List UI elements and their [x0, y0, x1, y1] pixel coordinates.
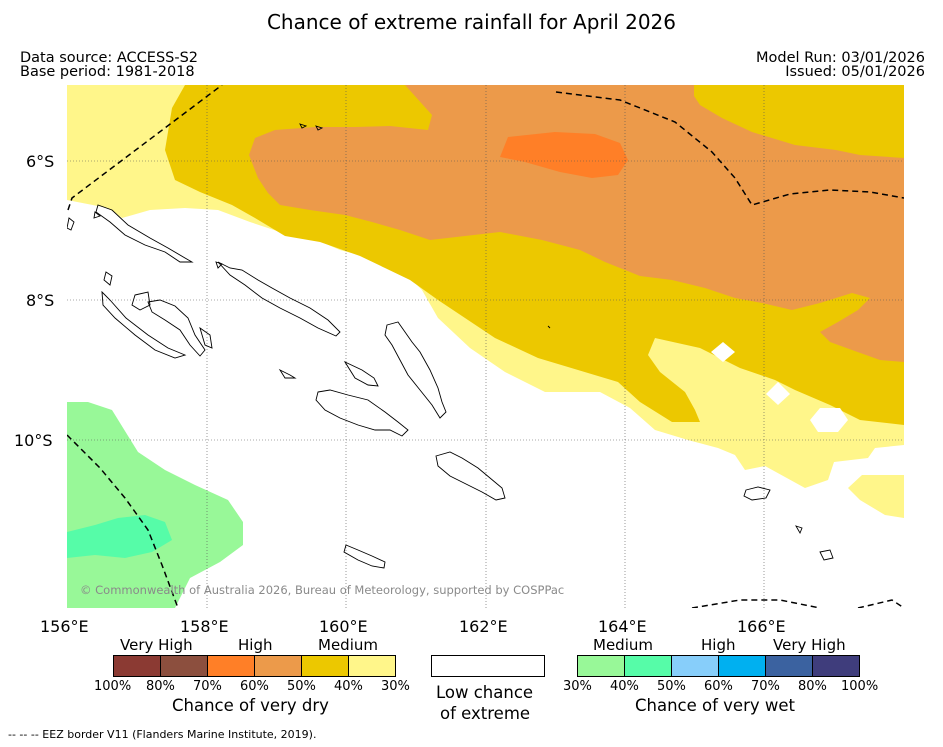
wet-caption: Chance of very wet — [635, 696, 795, 715]
low-chance-line2: of extreme — [440, 704, 531, 723]
dry-swatch-50-60 — [254, 655, 302, 677]
wet-swatch-70-80 — [765, 655, 813, 677]
eez-border — [67, 85, 904, 608]
wet-category-medium: Medium — [593, 636, 653, 654]
data-source: Data source: ACCESS-S2 — [20, 50, 199, 66]
dry-pct-70: 70% — [193, 679, 222, 694]
dry-category-medium: Medium — [318, 636, 378, 654]
dry-pct-100: 100% — [94, 679, 132, 694]
wet-swatch-40-50 — [624, 655, 672, 677]
wet-swatch-60-70 — [718, 655, 766, 677]
wet-pct-70: 70% — [751, 679, 780, 694]
dry-medium-light-patch — [848, 475, 904, 518]
wet-pct-40: 40% — [610, 679, 639, 694]
dry-swatch-40-50 — [301, 655, 349, 677]
wet-category-high: High — [701, 636, 736, 654]
dry-pct-60: 60% — [240, 679, 269, 694]
lon-label-164e: 164°E — [598, 617, 647, 636]
issued-date: Issued: 05/01/2026 — [785, 64, 925, 80]
low-chance-hole — [711, 342, 735, 362]
wet-category-very-high: Very High — [773, 636, 846, 654]
lon-label-158e: 158°E — [180, 617, 229, 636]
lat-label-6s: 6°S — [26, 152, 55, 171]
wet-swatch-80-100 — [812, 655, 860, 677]
wet-colorbar — [577, 655, 860, 677]
lon-label-162e: 162°E — [459, 617, 508, 636]
dry-pct-40: 40% — [334, 679, 363, 694]
dry-swatch-30-40 — [348, 655, 396, 677]
dry-pct-30: 30% — [381, 679, 410, 694]
lat-label-10s: 10°S — [14, 431, 53, 450]
low-chance-swatch — [431, 655, 545, 677]
dry-caption: Chance of very dry — [172, 696, 329, 715]
dry-category-very-high: Very High — [120, 636, 193, 654]
lat-label-8s: 8°S — [26, 291, 55, 310]
dry-swatch-70-80 — [160, 655, 208, 677]
dry-pct-80: 80% — [146, 679, 175, 694]
dry-category-high: High — [238, 636, 273, 654]
wet-swatch-50-60 — [671, 655, 719, 677]
graticule — [67, 85, 904, 608]
dry-high-core — [500, 132, 628, 178]
wet-pct-60: 60% — [704, 679, 733, 694]
lon-label-166e: 166°E — [737, 617, 786, 636]
dry-swatch-80-100 — [113, 655, 161, 677]
dry-high-region — [249, 85, 904, 362]
wet-pct-50: 50% — [657, 679, 686, 694]
map-title: Chance of extreme rainfall for April 202… — [266, 10, 677, 34]
lon-label-160e: 160°E — [319, 617, 368, 636]
copyright-notice: © Commonwealth of Australia 2026, Bureau… — [80, 583, 565, 597]
dry-swatch-60-70 — [207, 655, 255, 677]
model-run: Model Run: 03/01/2026 — [755, 50, 925, 66]
wet-pct-100: 100% — [841, 679, 879, 694]
low-chance-line1: Low chance — [436, 683, 534, 702]
eez-footer-note: -- -- -- EEZ border V11 (Flanders Marine… — [8, 728, 317, 741]
wet-swatch-30-40 — [577, 655, 625, 677]
wet-pct-30: 30% — [563, 679, 592, 694]
wet-pct-80: 80% — [798, 679, 827, 694]
low-chance-hole — [810, 408, 848, 432]
dry-colorbar — [113, 655, 396, 677]
lon-label-156e: 156°E — [40, 617, 89, 636]
coastlines — [67, 123, 834, 569]
dry-pct-50: 50% — [287, 679, 316, 694]
base-period: Base period: 1981-2018 — [20, 64, 195, 80]
low-chance-hole — [766, 382, 790, 405]
